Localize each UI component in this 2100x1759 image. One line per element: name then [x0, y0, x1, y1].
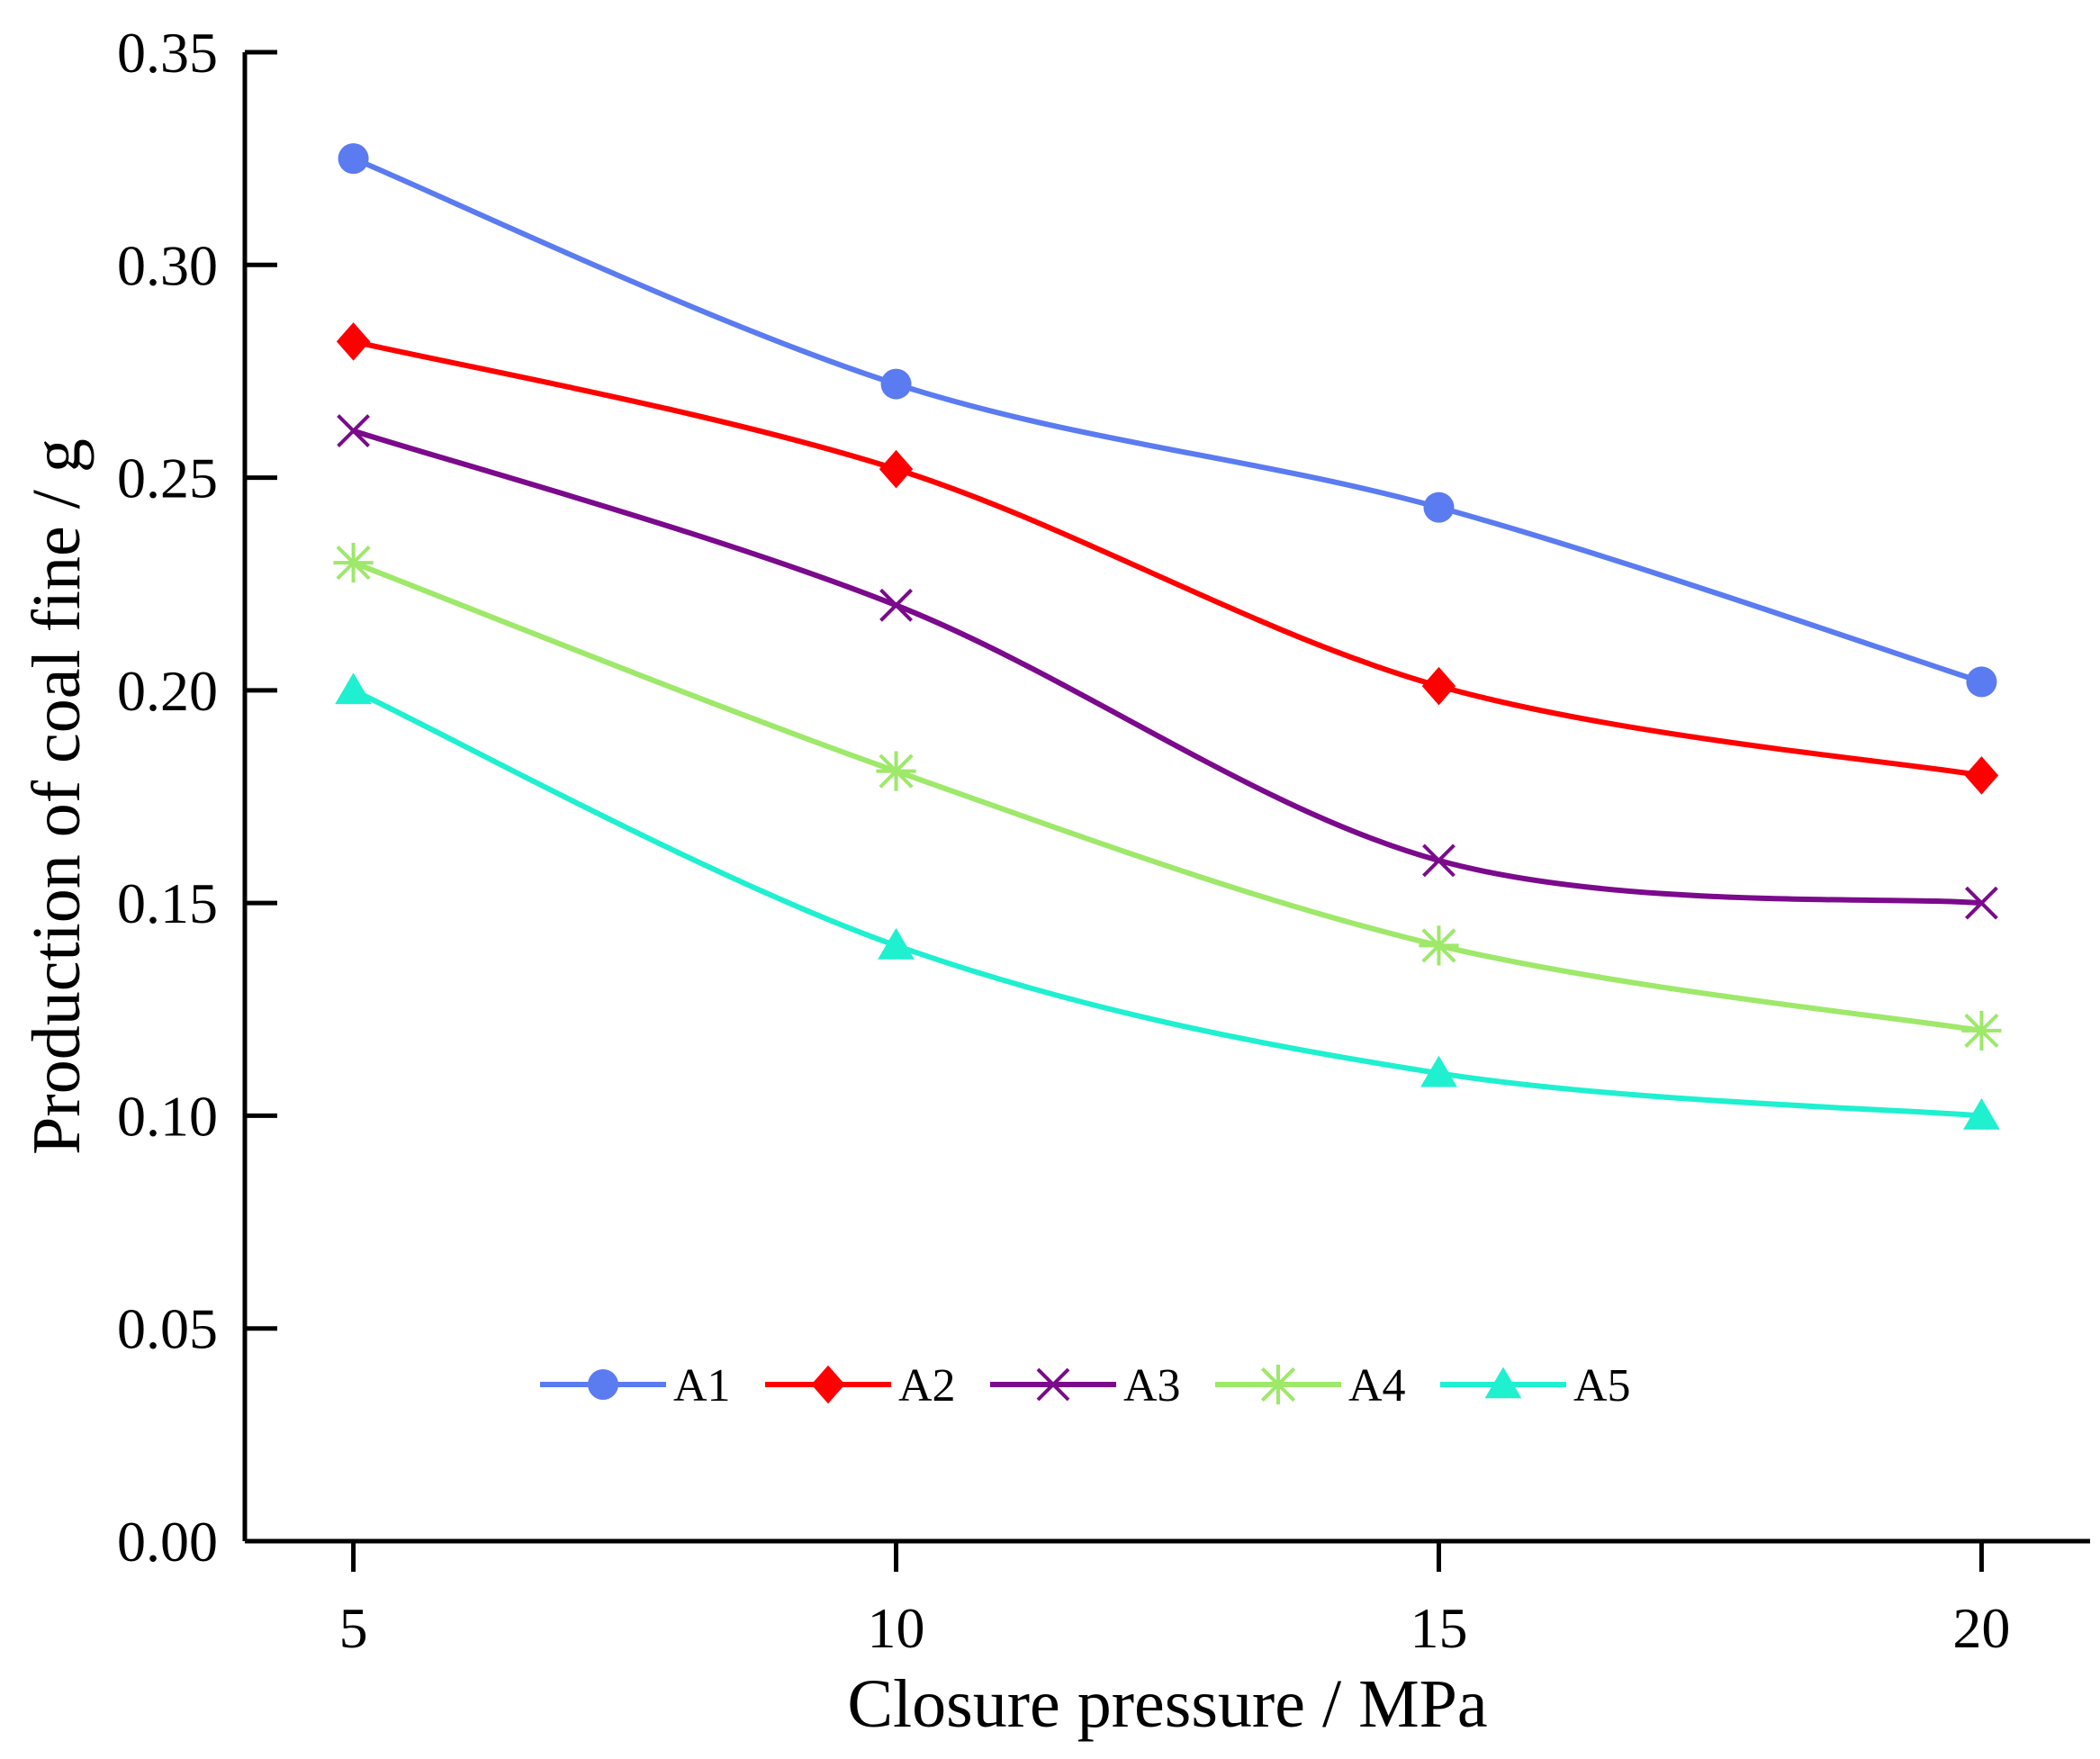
- x-axis-title: Closure pressure / MPa: [847, 1666, 1487, 1742]
- data-point-a1-5: [338, 143, 369, 175]
- series-lines: [352, 156, 1983, 1119]
- data-point-a2-5: [336, 322, 371, 361]
- data-point-a3-10: [879, 588, 913, 622]
- legend-marker: [1484, 1367, 1522, 1399]
- y-tick-label: 0.10: [117, 1084, 218, 1148]
- legend-item-a2: A2: [765, 1360, 956, 1412]
- legend-marker: [1036, 1367, 1070, 1402]
- data-point-a4-5: [333, 542, 374, 583]
- legend-marker: [811, 1365, 845, 1404]
- y-tick-label: 0.05: [117, 1297, 218, 1361]
- data-point-a4-10: [876, 751, 916, 791]
- legend-marker: [588, 1369, 618, 1400]
- data-point-a3-5: [337, 414, 371, 448]
- legend-label: A4: [1348, 1360, 1406, 1412]
- data-point-a4-20: [1961, 1010, 2002, 1051]
- x-tick-label: 5: [339, 1596, 368, 1660]
- y-axis-title: Production of coal fine / g: [19, 438, 95, 1155]
- x-tick-label: 20: [1952, 1596, 2010, 1660]
- data-point-a1-20: [1966, 666, 1997, 698]
- data-point-a1-10: [880, 368, 912, 400]
- data-point-a4-15: [1419, 925, 1459, 966]
- data-point-a2-15: [1421, 666, 1456, 706]
- legend-item-a3: A3: [990, 1360, 1181, 1412]
- series-line-a5: [352, 688, 1982, 1119]
- legend-item-a4: A4: [1215, 1360, 1406, 1412]
- axes: 0.00 0.05 0.10 0.15 0.20 0.25 0.30 0.35 5 10 15 20: [117, 21, 2090, 1660]
- y-tick-label: 0.25: [117, 447, 218, 510]
- series-markers: [333, 143, 2002, 1130]
- y-tick-label: 0.15: [117, 871, 218, 935]
- data-point-a5-10: [878, 927, 915, 960]
- legend-marker: [1257, 1364, 1299, 1405]
- x-tick-label: 10: [868, 1596, 925, 1660]
- legend-label: A3: [1123, 1360, 1181, 1412]
- data-point-a3-15: [1422, 843, 1456, 878]
- legend-label: A2: [898, 1360, 956, 1412]
- legend-label: A1: [673, 1360, 731, 1412]
- y-tick-label: 0.35: [117, 21, 218, 85]
- series-line-a4: [352, 560, 1982, 1033]
- data-point-a3-20: [1964, 886, 1998, 920]
- data-point-a5-5: [335, 672, 372, 705]
- legend-item-a5: A5: [1440, 1360, 1631, 1412]
- series-line-a1: [352, 156, 1983, 685]
- legend: A1 A2 A3 A4 A5: [540, 1360, 1631, 1412]
- data-point-a5-15: [1420, 1055, 1457, 1087]
- legend-item-a1: A1: [540, 1360, 731, 1412]
- y-tick-label: 0.00: [117, 1510, 218, 1574]
- series-line-a2: [352, 338, 1982, 779]
- legend-label: A5: [1573, 1360, 1631, 1412]
- data-point-a2-10: [879, 449, 914, 489]
- data-point-a1-15: [1423, 492, 1455, 523]
- y-tick-label: 0.20: [117, 659, 218, 723]
- x-tick-label: 15: [1410, 1596, 1467, 1660]
- data-point-a5-20: [1963, 1097, 2000, 1130]
- y-tick-label: 0.30: [117, 233, 218, 297]
- series-line-a3: [352, 428, 1982, 907]
- data-point-a2-20: [1964, 756, 1999, 795]
